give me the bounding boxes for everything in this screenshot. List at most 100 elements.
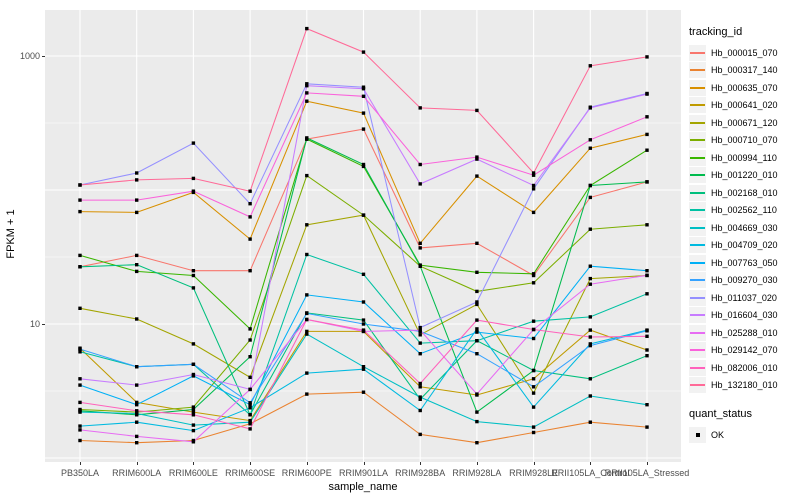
data-point — [475, 327, 479, 331]
data-point — [588, 138, 592, 142]
data-point — [191, 410, 196, 414]
data-point — [78, 424, 82, 428]
data-point — [135, 178, 139, 182]
data-point — [305, 317, 309, 322]
data-point — [475, 174, 479, 178]
legend-label: Hb_001220_010 — [711, 170, 778, 181]
data-point — [418, 241, 422, 245]
legend-label: Hb_016604_030 — [711, 310, 778, 321]
data-point — [588, 315, 592, 319]
data-point — [78, 253, 82, 258]
data-point — [531, 171, 536, 175]
data-point — [645, 115, 649, 119]
data-point — [645, 334, 649, 338]
data-point — [418, 352, 422, 356]
x-tick-mark — [136, 462, 138, 465]
data-point — [418, 408, 422, 413]
y-tick-mark — [42, 323, 45, 325]
data-point — [305, 332, 309, 336]
data-point — [78, 306, 82, 310]
data-point — [78, 383, 82, 387]
data-point — [78, 428, 82, 432]
data-point — [531, 377, 536, 381]
data-point — [531, 319, 536, 323]
data-point — [418, 397, 422, 401]
x-tick-label-RRIM928LA: RRIM928LA — [452, 468, 502, 478]
legend-key-line-icon — [689, 359, 706, 376]
data-point — [305, 84, 309, 88]
data-point — [531, 183, 536, 188]
legend-item-Hb_132180_010: Hb_132180_010 — [689, 377, 799, 395]
legend-item-Hb_016604_030: Hb_016604_030 — [689, 307, 799, 325]
data-point — [135, 210, 139, 215]
data-point — [248, 427, 252, 431]
data-point — [361, 111, 366, 115]
data-point — [191, 405, 196, 409]
data-point — [135, 253, 139, 258]
data-point — [645, 292, 649, 296]
legend-key-line-icon — [689, 149, 706, 166]
data-point — [475, 157, 479, 161]
data-point — [78, 377, 82, 381]
legend-label: Hb_029142_070 — [711, 345, 778, 356]
data-point — [135, 434, 139, 439]
legend-label: Hb_000994_110 — [711, 152, 777, 163]
data-point — [475, 300, 479, 304]
legend-label: Hb_002562_110 — [711, 205, 777, 216]
data-point — [248, 215, 252, 219]
data-point — [588, 328, 592, 332]
data-point — [248, 413, 252, 417]
data-point — [191, 440, 196, 444]
data-point — [418, 182, 422, 186]
data-point — [645, 223, 649, 227]
legend-item-Hb_000641_020: Hb_000641_020 — [689, 97, 799, 115]
data-point — [78, 209, 82, 214]
data-point — [135, 198, 139, 202]
data-point — [418, 106, 422, 110]
data-point — [475, 108, 479, 113]
data-point — [191, 141, 196, 145]
data-point — [475, 352, 479, 356]
data-point — [475, 339, 479, 343]
x-axis-title: sample_name — [328, 481, 398, 493]
legend-item-Hb_000317_140: Hb_000317_140 — [689, 62, 799, 80]
data-point — [135, 441, 139, 445]
y-tick-mark — [42, 55, 45, 57]
x-tick-label-RRII105LA_Control: RRII105LA_Control — [551, 468, 630, 478]
legend-label: Hb_000671_120 — [711, 117, 778, 128]
data-point — [588, 276, 592, 281]
data-point — [588, 335, 592, 339]
data-point — [588, 377, 592, 381]
data-point — [361, 162, 366, 167]
data-point — [531, 210, 536, 215]
x-tick-mark — [590, 462, 592, 465]
data-point — [475, 270, 479, 274]
data-point — [588, 146, 592, 150]
data-point — [78, 400, 82, 405]
data-point — [135, 420, 139, 424]
legend-label: Hb_002168_010 — [711, 187, 778, 198]
data-point — [361, 94, 366, 98]
data-point — [135, 383, 139, 387]
data-point — [645, 269, 649, 273]
x-tick-label-PB350LA: PB350LA — [60, 468, 100, 478]
data-point — [135, 409, 139, 413]
data-point — [418, 341, 422, 345]
data-point — [645, 354, 649, 358]
legend-key-line-icon — [689, 97, 706, 114]
data-point — [248, 403, 252, 407]
legend-item-Hb_007763_050: Hb_007763_050 — [689, 254, 799, 272]
legend-label: Hb_000641_020 — [711, 100, 778, 111]
data-point — [645, 403, 649, 407]
data-point — [418, 333, 422, 337]
y-tick-label: 1000 — [19, 51, 40, 61]
legend: tracking_id Hb_000015_070 Hb_000317_140 Hb… — [689, 26, 799, 444]
legend-item-Hb_025288_010: Hb_025288_010 — [689, 324, 799, 342]
data-point — [475, 289, 479, 294]
legend-label: OK — [711, 429, 725, 440]
y-axis-title: FPKM + 1 — [5, 209, 17, 259]
data-point — [645, 92, 649, 96]
data-point — [135, 400, 139, 405]
data-point — [418, 264, 422, 268]
